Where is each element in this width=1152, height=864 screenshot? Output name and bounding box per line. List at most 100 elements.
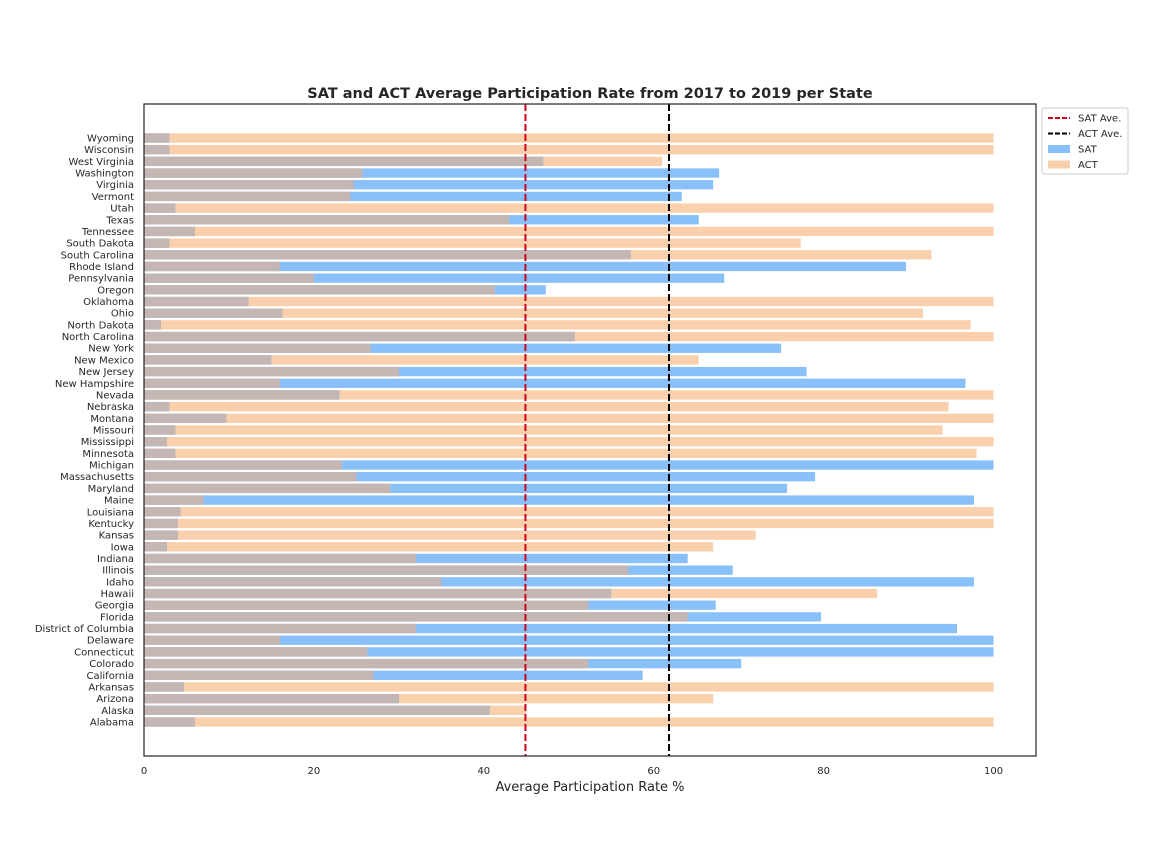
act-bar-new-mexico (144, 355, 699, 365)
x-tick-label: 60 (647, 766, 660, 777)
y-tick-label: Connecticut (74, 647, 134, 658)
overlap-bar-west-virginia (144, 156, 544, 167)
y-tick-label: Virginia (96, 180, 134, 191)
act-bar-montana (144, 413, 994, 423)
overlap-bar-new-jersey (144, 366, 399, 377)
act-bar-south-dakota (144, 238, 801, 248)
overlap-bar-delaware (144, 635, 280, 645)
act-bar-kentucky (144, 518, 994, 529)
y-tick-label: Alabama (90, 718, 134, 729)
y-tick-label: Wisconsin (84, 145, 134, 156)
overlap-bar-louisiana (144, 507, 181, 517)
overlap-bar-new-york (144, 343, 371, 353)
y-tick-label: Maryland (88, 484, 134, 495)
y-tick-label: Idaho (106, 577, 134, 588)
y-tick-label: Texas (105, 215, 134, 226)
overlap-bar-arizona (144, 693, 399, 704)
y-tick-label: Washington (75, 169, 134, 180)
act-bar-oklahoma (144, 296, 994, 307)
overlap-bar-maryland (144, 483, 391, 494)
act-bar-minnesota (144, 448, 977, 459)
overlap-bar-florida (144, 612, 688, 622)
y-tick-label: Louisiana (87, 507, 134, 518)
act-bar-arkansas (144, 682, 994, 692)
chart-title: SAT and ACT Average Participation Rate f… (307, 86, 873, 102)
overlap-bar-hawaii (144, 588, 612, 599)
y-tick-label: Delaware (87, 636, 134, 647)
y-tick-label: Alaska (101, 706, 134, 717)
y-tick-label: Arizona (96, 694, 134, 705)
y-tick-label: District of Columbia (35, 624, 134, 635)
act-bar-alabama (144, 717, 994, 727)
x-tick-label: 20 (308, 766, 321, 777)
act-bar-north-dakota (144, 320, 971, 330)
y-tick-label: South Carolina (61, 250, 134, 261)
y-tick-label: Tennessee (81, 227, 134, 238)
legend-label: SAT Ave. (1078, 114, 1121, 125)
y-tick-label: South Dakota (66, 239, 134, 250)
act-bar-mississippi (144, 437, 994, 447)
sat-bar-virginia (144, 180, 714, 190)
sat-bar-california (144, 670, 643, 680)
y-tick-label: Nevada (96, 390, 134, 401)
y-tick-label: Minnesota (82, 449, 134, 460)
overlap-bar-minnesota (144, 448, 176, 459)
overlap-bar-nevada (144, 390, 340, 400)
y-tick-label: Maine (104, 496, 134, 507)
y-tick-label: Michigan (89, 461, 134, 472)
overlap-bar-colorado (144, 658, 589, 669)
legend: SAT Ave. ACT Ave. SAT ACT (1041, 107, 1129, 175)
overlap-bar-wyoming (144, 133, 170, 143)
act-bar-utah (144, 203, 994, 213)
overlap-bar-south-carolina (144, 250, 631, 260)
sat-bar-delaware (144, 635, 994, 645)
sat-bar-new-york (144, 343, 782, 353)
overlap-bar-michigan (144, 460, 342, 470)
overlap-bar-pennsylvania (144, 273, 314, 283)
sat-bar-pennsylvania (144, 273, 725, 283)
overlap-bar-new-mexico (144, 355, 272, 365)
overlap-bar-ohio (144, 308, 283, 318)
sat-bar-maine (144, 495, 974, 505)
overlap-bar-tennessee (144, 226, 195, 237)
sat-bar-district-of-columbia (144, 623, 957, 634)
y-tick-label: Ohio (111, 309, 134, 320)
overlap-bar-washington (144, 168, 363, 178)
overlap-bar-georgia (144, 600, 589, 610)
legend-label: ACT (1078, 160, 1099, 171)
overlap-bar-virginia (144, 180, 354, 190)
y-tick-label: Georgia (95, 601, 134, 612)
overlap-bar-arkansas (144, 682, 184, 692)
y-tick-label: Illinois (102, 566, 134, 577)
act-bar-ohio (144, 308, 924, 318)
y-tick-label: Montana (90, 414, 134, 425)
y-tick-label: Rhode Island (69, 262, 134, 273)
overlap-bar-south-dakota (144, 238, 170, 248)
y-tick-label: Vermont (92, 192, 134, 203)
overlap-bar-new-hampshire (144, 378, 280, 388)
y-tick-label: North Carolina (62, 332, 134, 343)
overlap-bar-vermont (144, 191, 351, 202)
sat-bar-new-jersey (144, 366, 807, 377)
act-bar-tennessee (144, 226, 994, 237)
legend-swatch (1048, 160, 1070, 169)
act-bar-wisconsin (144, 145, 994, 155)
overlap-bar-north-dakota (144, 320, 161, 330)
act-bar-missouri (144, 425, 943, 435)
x-axis-label: Average Participation Rate % (495, 780, 684, 795)
overlap-bar-idaho (144, 577, 442, 587)
overlap-bar-massachusetts (144, 472, 357, 482)
y-tick-label: California (87, 671, 135, 682)
sat-bar-washington (144, 168, 720, 178)
overlap-bar-oregon (144, 285, 495, 295)
act-bar-wyoming (144, 133, 994, 143)
x-tick-label: 0 (141, 766, 147, 777)
y-tick-label: Florida (100, 612, 134, 623)
y-tick-label: Oklahoma (83, 297, 134, 308)
overlap-bar-mississippi (144, 437, 167, 447)
y-tick-label: Iowa (111, 542, 134, 553)
overlap-bar-utah (144, 203, 176, 213)
y-tick-label: Nebraska (87, 402, 134, 413)
y-tick-label: Kansas (99, 531, 134, 542)
